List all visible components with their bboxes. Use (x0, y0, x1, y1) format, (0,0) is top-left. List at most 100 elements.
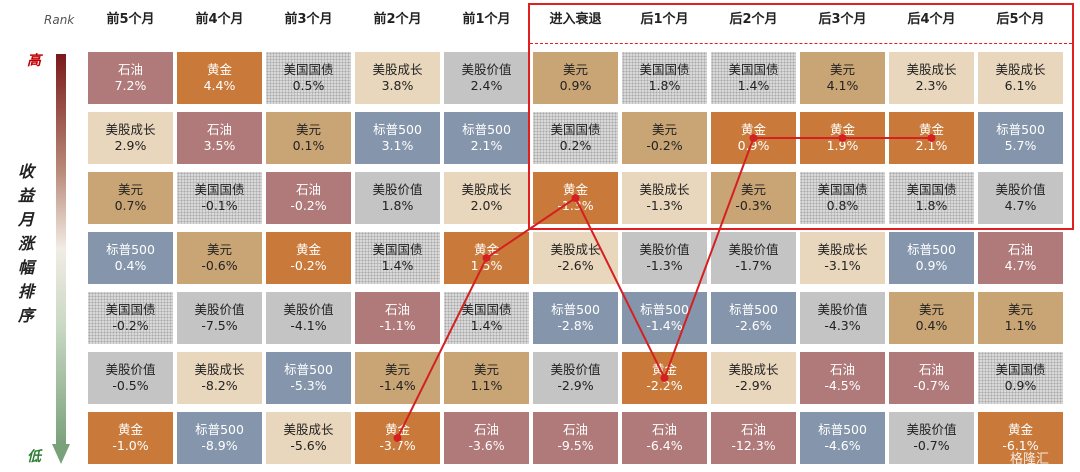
asset-name: 石油 (918, 362, 944, 377)
asset-return: -7.5% (201, 318, 238, 333)
grid-cell: 美国国债 -0.2% (88, 292, 173, 344)
grid-cell: 美国国债 -0.1% (177, 172, 262, 224)
asset-name: 石油 (206, 122, 232, 137)
low-label: 低 (27, 449, 41, 465)
asset-return: 1.8% (381, 198, 414, 213)
grid-cell: 美股价值 -4.1% (266, 292, 351, 344)
grid-cell: 标普500 2.1% (444, 112, 529, 164)
asset-return: -1.4% (646, 318, 683, 333)
grid-cell: 黄金 4.4% (177, 52, 262, 104)
grid-cell: 美国国债 0.2% (533, 112, 618, 164)
asset-return: -3.7% (379, 438, 416, 453)
asset-return: 1.9% (826, 138, 859, 153)
asset-return: 4.7% (1004, 258, 1037, 273)
column-header: 后4个月 (907, 12, 956, 27)
grid-cell: 美股价值 -2.9% (533, 352, 618, 404)
grid-cell: 石油 3.5% (177, 112, 262, 164)
grid-cell: 标普500 0.9% (889, 232, 974, 284)
grid-cell: 石油 -9.5% (533, 412, 618, 464)
asset-name: 美股价值 (194, 302, 245, 317)
asset-return: 0.8% (826, 198, 859, 213)
asset-name: 黄金 (295, 242, 321, 257)
asset-return: -3.6% (468, 438, 505, 453)
grid-cell: 美国国债 0.8% (800, 172, 885, 224)
asset-return: -1.3% (646, 258, 683, 273)
asset-name: 美元 (384, 362, 410, 377)
asset-return: 2.1% (470, 138, 503, 153)
gold-path-point (749, 134, 758, 142)
grid-cell: 美国国债 1.4% (711, 52, 796, 104)
y-axis-label-char: 涨 (17, 234, 34, 253)
asset-name: 美国国债 (639, 62, 690, 77)
grid-cell: 美元 0.4% (889, 292, 974, 344)
y-axis-label-char: 月 (17, 210, 34, 229)
grid-cell: 美股成长 -2.9% (711, 352, 796, 404)
asset-name: 美股成长 (906, 62, 957, 77)
asset-name: 标普500 (996, 122, 1045, 137)
grid-cell: 黄金 -1.0% (88, 412, 173, 464)
grid-cell: 美股价值 -0.5% (88, 352, 173, 404)
grid-cell: 石油 -6.4% (622, 412, 707, 464)
asset-return: 2.4% (470, 78, 503, 93)
grid-cell: 美元 1.1% (978, 292, 1063, 344)
y-axis-label-char: 序 (17, 306, 34, 325)
asset-name: 美股价值 (372, 182, 423, 197)
asset-return: 0.1% (292, 138, 325, 153)
asset-name: 美国国债 (906, 182, 957, 197)
asset-name: 美国国债 (194, 182, 245, 197)
asset-return: 2.3% (915, 78, 948, 93)
asset-return: -2.8% (557, 318, 594, 333)
asset-name: 美股价值 (461, 62, 512, 77)
gold-path-point (838, 134, 847, 142)
asset-return: 1.4% (381, 258, 414, 273)
asset-return: 1.1% (470, 378, 503, 393)
asset-name: 美元 (206, 242, 232, 257)
grid-cell: 美股价值 1.8% (355, 172, 440, 224)
column-header: 前3个月 (284, 12, 333, 27)
asset-name: 美国国债 (550, 122, 601, 137)
grid-cell: 黄金 -0.2% (266, 232, 351, 284)
asset-return: -0.1% (201, 198, 238, 213)
grid-cell: 美股成长 -8.2% (177, 352, 262, 404)
asset-return: 1.1% (1004, 318, 1037, 333)
asset-name: 美股成长 (639, 182, 690, 197)
asset-return: 7.2% (114, 78, 147, 93)
grid-cell: 美股成长 3.8% (355, 52, 440, 104)
asset-return: -4.6% (824, 438, 861, 453)
grid-cell: 标普500 -5.3% (266, 352, 351, 404)
asset-name: 美国国债 (105, 302, 156, 317)
grid-cell: 美元 0.7% (88, 172, 173, 224)
asset-name: 美股成长 (461, 182, 512, 197)
asset-name: 美元 (473, 362, 499, 377)
asset-name: 黄金 (117, 422, 143, 437)
asset-name: 黄金 (918, 122, 944, 137)
asset-name: 美元 (562, 62, 588, 77)
grid-cell: 美元 -0.2% (622, 112, 707, 164)
asset-return: -0.3% (735, 198, 772, 213)
asset-return: -0.2% (646, 138, 683, 153)
asset-name: 标普500 (106, 242, 155, 257)
asset-name: 黄金 (1007, 422, 1033, 437)
grid-cell: 美股成长 6.1% (978, 52, 1063, 104)
grid-cell: 标普500 -2.8% (533, 292, 618, 344)
grid-cell: 美元 -1.4% (355, 352, 440, 404)
asset-name: 黄金 (562, 182, 588, 197)
grid-cell: 美股成长 -2.6% (533, 232, 618, 284)
rank-gradient-bar (56, 54, 66, 444)
highlight-divider (530, 43, 1072, 44)
asset-name: 标普500 (640, 302, 689, 317)
asset-name: 黄金 (206, 62, 232, 77)
grid-cell: 美股价值 -7.5% (177, 292, 262, 344)
asset-name: 美股价值 (906, 422, 957, 437)
grid-cell: 石油 -3.6% (444, 412, 529, 464)
grid-cell: 石油 -4.5% (800, 352, 885, 404)
asset-name: 黄金 (829, 122, 855, 137)
grid-cell: 标普500 5.7% (978, 112, 1063, 164)
asset-name: 美股成长 (817, 242, 868, 257)
asset-name: 标普500 (818, 422, 867, 437)
asset-return: -4.5% (824, 378, 861, 393)
asset-return: 0.4% (915, 318, 948, 333)
asset-return: -8.2% (201, 378, 238, 393)
asset-return: 1.4% (470, 318, 503, 333)
